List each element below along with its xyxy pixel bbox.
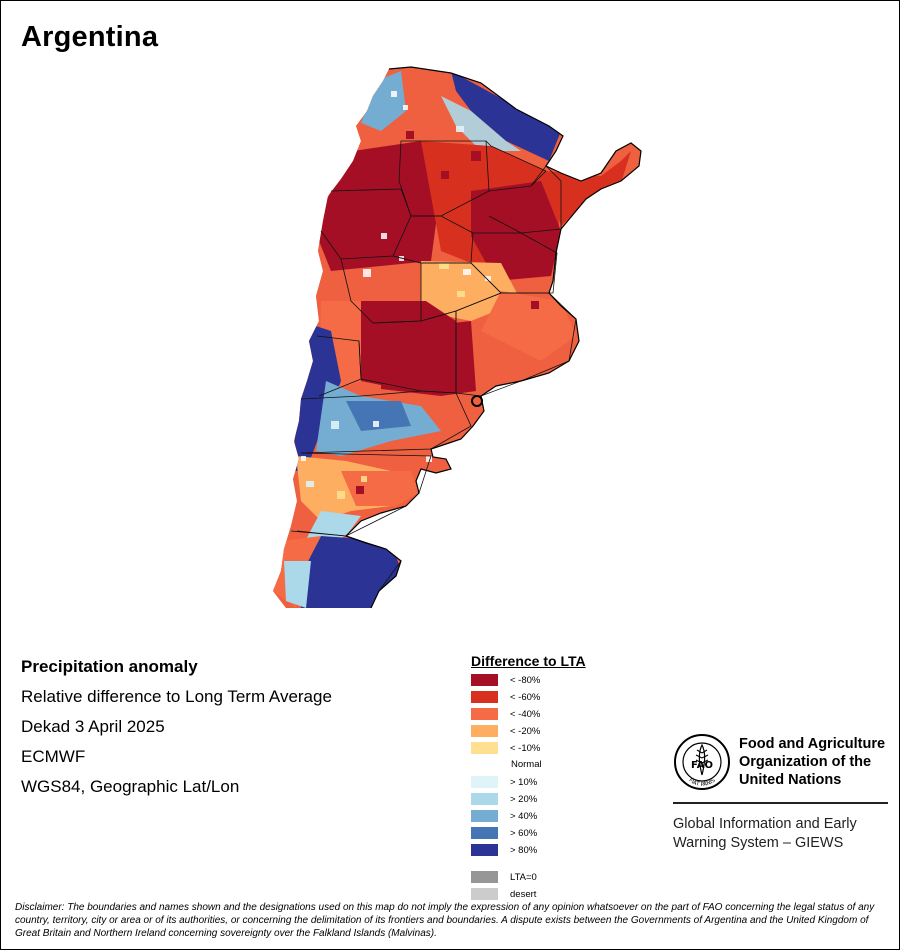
legend: Difference to LTA < -80% < -60% < -40% <… — [471, 653, 586, 900]
legend-item-wet-20: > 20% — [471, 792, 537, 806]
legend-swatch — [471, 742, 498, 754]
svg-text:FAO: FAO — [691, 760, 713, 771]
legend-item-dry-10: < -10% — [471, 741, 540, 755]
legend-label: > 20% — [510, 793, 538, 805]
legend-item-wet-10: > 10% — [471, 775, 537, 789]
legend-swatch — [471, 793, 498, 805]
legend-label: < -60% — [510, 691, 541, 703]
legend-item-wet-60: > 60% — [471, 826, 537, 840]
legend-swatch — [471, 888, 498, 900]
legend-swatch — [471, 810, 498, 822]
anomaly-raster — [273, 67, 641, 608]
info-title: Precipitation anomaly — [21, 657, 198, 676]
legend-label: < -20% — [510, 725, 541, 737]
legend-item-wet-80: > 80% — [471, 843, 537, 857]
legend-label: desert — [510, 888, 537, 900]
map-title: Argentina — [21, 21, 159, 53]
legend-label: < -10% — [510, 742, 541, 754]
svg-text:FIAT PANIS: FIAT PANIS — [687, 777, 717, 788]
legend-label: > 40% — [510, 810, 538, 822]
info-subtitle: Relative difference to Long Term Average — [21, 687, 332, 706]
legend-swatch — [471, 725, 498, 737]
wet-area-south — [301, 536, 401, 608]
legend-title: Difference to LTA — [471, 653, 586, 669]
legend-label: > 10% — [510, 776, 538, 788]
legend-item-wet-40: > 40% — [471, 809, 537, 823]
dry-area-central — [381, 321, 476, 396]
giews-name: Global Information and Early Warning Sys… — [673, 816, 857, 851]
legend-label: LTA=0 — [510, 871, 537, 883]
legend-item-lta-zero: LTA=0 — [471, 870, 537, 884]
info-period: Dekad 3 April 2025 — [21, 717, 165, 736]
legend-swatch — [471, 776, 498, 788]
legend-swatch — [471, 871, 498, 883]
fao-name: Food and Agriculture Organization of the… — [739, 736, 886, 788]
buenos-aires-marker — [471, 395, 483, 407]
anomaly-map — [273, 66, 642, 609]
info-projection: WGS84, Geographic Lat/Lon — [21, 777, 240, 796]
disclaimer: Disclaimer: The boundaries and names sho… — [15, 902, 875, 939]
info-source: ECMWF — [21, 747, 86, 766]
legend-label: < -80% — [510, 674, 541, 686]
legend-swatch — [471, 691, 498, 703]
argentina-outline — [344, 66, 642, 609]
legend-item-dry-40: < -40% — [471, 707, 540, 721]
legend-item-dry-80: < -80% — [471, 673, 540, 687]
legend-item-dry-60: < -60% — [471, 690, 540, 704]
legend-label: > 60% — [510, 827, 538, 839]
legend-normal-label: Normal — [511, 759, 542, 770]
map-info: Precipitation anomaly Relative differenc… — [21, 657, 332, 807]
wet-area-north — [451, 71, 561, 161]
legend-swatch — [471, 827, 498, 839]
legend-swatch — [471, 844, 498, 856]
legend-label: < -40% — [510, 708, 541, 720]
legend-swatch — [471, 708, 498, 720]
legend-item-desert: desert — [471, 887, 536, 901]
dry-area-north — [319, 141, 441, 271]
fao-divider — [673, 802, 888, 804]
fao-logo-icon: FAO FIAT PANIS — [674, 734, 730, 790]
legend-swatch — [471, 674, 498, 686]
legend-label: > 80% — [510, 844, 538, 856]
legend-item-dry-20: < -20% — [471, 724, 540, 738]
